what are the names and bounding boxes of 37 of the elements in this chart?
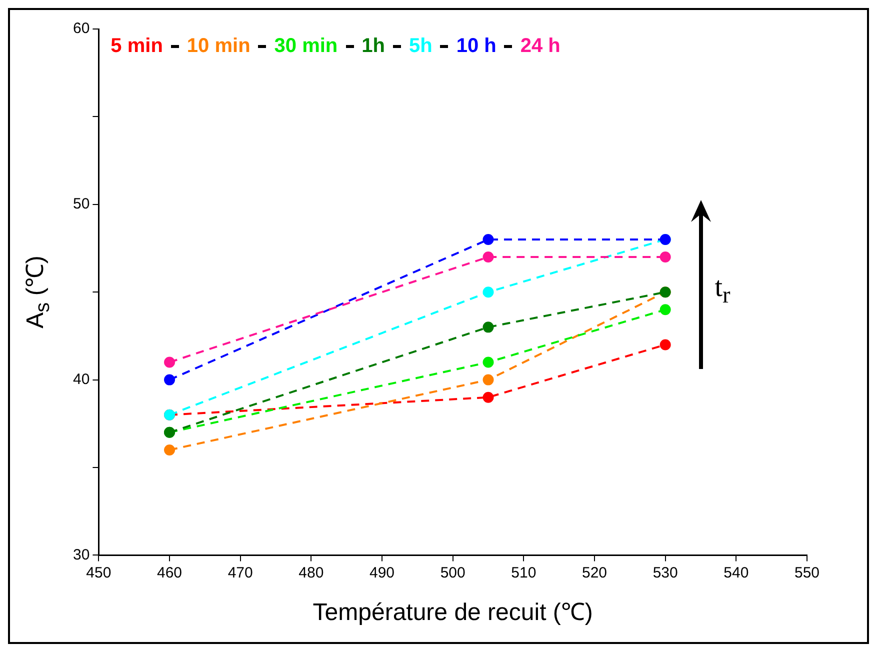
text: 30 min [274, 35, 338, 58]
x-tick-label: 510 [511, 564, 536, 582]
x-tick-label: 470 [228, 564, 253, 582]
text: 10 min [186, 35, 250, 58]
text: 24 h [520, 35, 560, 58]
x-tick-label: 540 [724, 564, 749, 582]
point [482, 234, 494, 245]
point [164, 374, 176, 386]
text: 5 min [110, 35, 163, 58]
x-tick-label: 500 [440, 564, 466, 582]
x-tick-label: 450 [86, 564, 112, 582]
x-tick-label: 550 [794, 564, 820, 582]
x-tick-label: 490 [369, 564, 395, 582]
point [482, 322, 494, 333]
point [660, 339, 671, 350]
point [482, 356, 494, 368]
point [482, 374, 494, 386]
text: 5h [408, 35, 432, 58]
x-axis-title: Température de recuit (℃) [312, 599, 593, 626]
x-tick-label: 480 [298, 564, 324, 582]
y-tick-label: 50 [72, 196, 90, 213]
y-tick-label: 60 [72, 20, 90, 38]
point [660, 252, 671, 263]
y-tick-label: 40 [72, 370, 90, 388]
point [660, 304, 671, 316]
y-tick-label: 30 [72, 546, 90, 564]
text: 10 h [456, 35, 496, 58]
point [482, 286, 494, 298]
x-tick-label: 520 [582, 564, 608, 582]
annotation: t$_{r}$ [714, 272, 730, 310]
text: 1h [362, 35, 385, 58]
point [164, 444, 176, 456]
point [164, 356, 176, 368]
x-tick-label: 460 [157, 564, 182, 582]
point [482, 392, 494, 403]
point [482, 252, 494, 263]
x-tick-label: 530 [652, 564, 678, 582]
